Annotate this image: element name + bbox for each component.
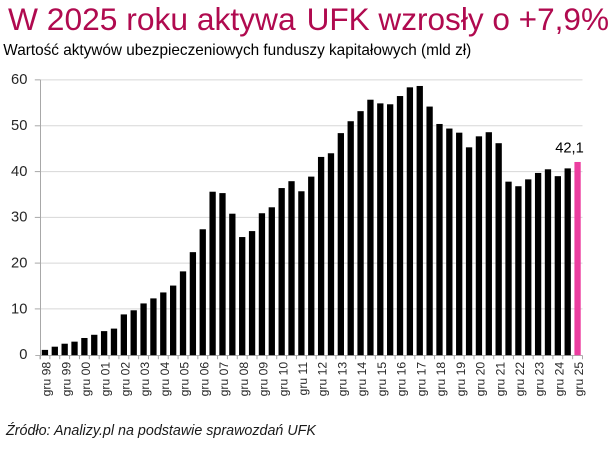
svg-text:40: 40: [11, 164, 27, 180]
svg-text:Wartość aktywów ubezpieczeniow: Wartość aktywów ubezpieczeniowych fundus…: [3, 42, 471, 59]
svg-text:gru 06: gru 06: [197, 362, 211, 397]
svg-text:30: 30: [11, 210, 27, 226]
svg-text:W 2025 roku aktywa: W 2025 roku aktywa: [8, 1, 296, 37]
svg-text:gru 12: gru 12: [316, 362, 330, 397]
svg-text:0: 0: [19, 347, 27, 363]
svg-text:gru 07: gru 07: [217, 362, 231, 397]
svg-text:gru 24: gru 24: [552, 362, 566, 397]
svg-text:20: 20: [11, 255, 27, 271]
svg-text:gru 22: gru 22: [513, 362, 527, 397]
svg-text:gru 19: gru 19: [454, 362, 468, 397]
svg-text:60: 60: [11, 72, 27, 88]
svg-text:gru 98: gru 98: [40, 362, 54, 397]
svg-text:gru 25: gru 25: [572, 362, 586, 397]
svg-text:gru 08: gru 08: [237, 362, 251, 397]
svg-text:gru 17: gru 17: [414, 362, 428, 397]
svg-text:gru 10: gru 10: [276, 362, 290, 397]
svg-text:gru 02: gru 02: [118, 362, 132, 397]
svg-text:gru 11: gru 11: [296, 362, 310, 396]
svg-text:gru 05: gru 05: [178, 362, 192, 397]
svg-text:gru 18: gru 18: [434, 362, 448, 397]
svg-text:gru 03: gru 03: [138, 362, 152, 397]
svg-text:gru 00: gru 00: [79, 362, 93, 397]
svg-text:gru 23: gru 23: [533, 362, 547, 397]
svg-text:UFK wzrosły o +7,9%: UFK wzrosły o +7,9%: [307, 1, 609, 37]
svg-text:gru 21: gru 21: [493, 362, 507, 397]
svg-text:gru 16: gru 16: [395, 362, 409, 397]
svg-text:gru 14: gru 14: [355, 362, 369, 397]
svg-text:50: 50: [11, 118, 27, 134]
svg-text:Źródło: Analizy.pl na podstawi: Źródło: Analizy.pl na podstawie sprawozd…: [5, 422, 317, 439]
svg-text:gru 13: gru 13: [335, 362, 349, 397]
svg-text:10: 10: [11, 301, 27, 317]
svg-text:gru 04: gru 04: [158, 362, 172, 397]
svg-text:gru 01: gru 01: [99, 362, 113, 397]
svg-text:gru 09: gru 09: [257, 362, 271, 397]
svg-text:gru 99: gru 99: [59, 362, 73, 397]
svg-text:42,1: 42,1: [555, 140, 584, 156]
svg-text:gru 15: gru 15: [375, 362, 389, 397]
svg-text:gru 20: gru 20: [474, 362, 488, 397]
